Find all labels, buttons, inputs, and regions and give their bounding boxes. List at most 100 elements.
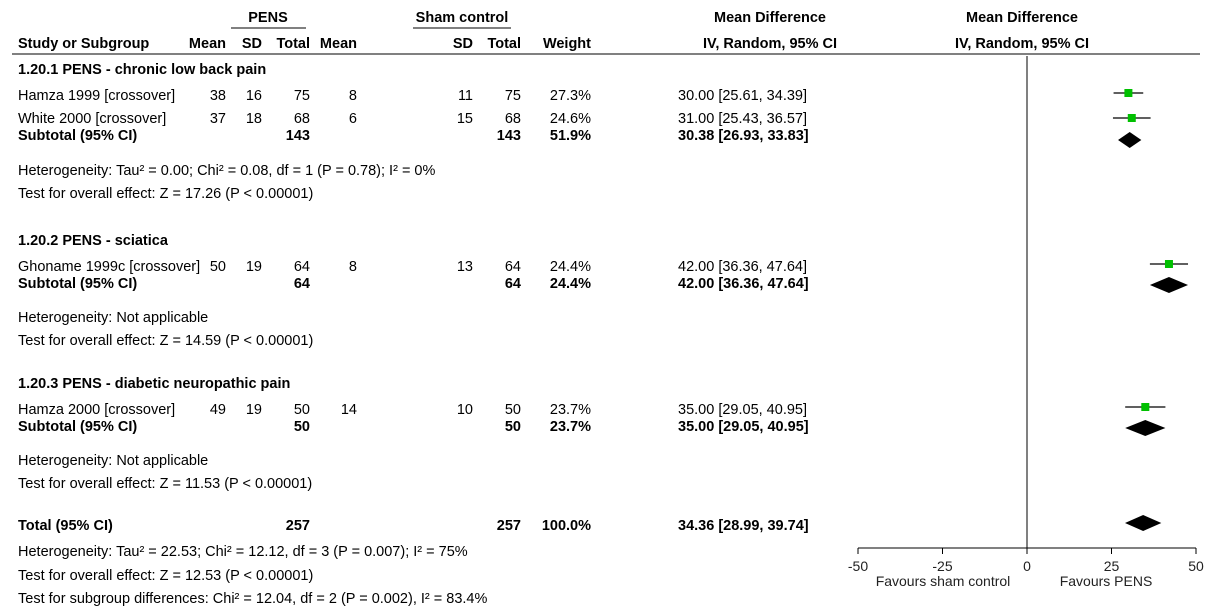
study-row: Hamza 1999 [crossover] 38 16 75 8 11 75 … xyxy=(18,88,807,104)
study-total1: 50 xyxy=(294,402,310,418)
col-mean2-header: Mean xyxy=(320,36,357,52)
subgroup-title: 1.20.2 PENS - sciatica xyxy=(18,233,169,249)
heterogeneity-text: Heterogeneity: Not applicable xyxy=(18,453,208,469)
study-ci: 35.00 [29.05, 40.95] xyxy=(678,402,807,418)
col-method-header-table: IV, Random, 95% CI xyxy=(703,36,837,52)
subtotal-total1: 143 xyxy=(286,128,310,144)
study-sd2: 11 xyxy=(458,88,473,104)
study-total2: 50 xyxy=(505,402,521,418)
study-name: Hamza 1999 [crossover] xyxy=(18,88,175,104)
overall-effect-text: Test for overall effect: Z = 17.26 (P < … xyxy=(18,186,313,202)
study-marker xyxy=(1164,260,1173,268)
study-sd1: 19 xyxy=(246,259,262,275)
subtotal-total1: 64 xyxy=(294,276,310,292)
total-row: Total (95% CI) 257 257 100.0% 34.36 [28.… xyxy=(18,518,809,534)
subtotal-row: Subtotal (95% CI) 143 143 51.9% 30.38 [2… xyxy=(18,128,809,144)
col-total1-header: Total xyxy=(276,36,310,52)
study-marker xyxy=(1141,403,1150,411)
study-total2: 75 xyxy=(505,88,521,104)
study-row: Ghoname 1999c [crossover] 50 19 64 8 13 … xyxy=(18,259,807,275)
study-total2: 64 xyxy=(505,259,521,275)
study-name: Hamza 2000 [crossover] xyxy=(18,402,175,418)
study-sd1: 19 xyxy=(246,402,262,418)
x-axis: Favours sham control Favours PENS -50 -25… xyxy=(848,547,1204,589)
study-weight: 27.3% xyxy=(550,88,591,104)
total-weight: 100.0% xyxy=(542,518,591,534)
forest-marks xyxy=(1112,89,1189,531)
study-mean1: 49 xyxy=(210,402,226,418)
study-row: Hamza 2000 [crossover] 49 19 50 14 10 50… xyxy=(18,402,807,418)
study-ci: 31.00 [25.43, 36.57] xyxy=(678,111,807,127)
col-weight-header: Weight xyxy=(543,36,591,52)
study-weight: 24.6% xyxy=(550,111,591,127)
subtotal-row: Subtotal (95% CI) 50 50 23.7% 35.00 [29.… xyxy=(18,419,809,435)
study-mean2: 14 xyxy=(341,402,357,418)
subtotal-label: Subtotal (95% CI) xyxy=(18,419,137,435)
study-name: White 2000 [crossover] xyxy=(18,111,166,127)
total-heterogeneity-text: Heterogeneity: Tau² = 22.53; Chi² = 12.1… xyxy=(18,544,468,560)
x-tick-label: -50 xyxy=(848,558,868,574)
subgroup-title: 1.20.3 PENS - diabetic neuropathic pain xyxy=(18,376,290,392)
col-method-header-plot: IV, Random, 95% CI xyxy=(955,36,1089,52)
total-total1: 257 xyxy=(286,518,310,534)
table-header: PENS Sham control Mean Difference Mean D… xyxy=(12,10,1200,55)
study-mean1: 37 xyxy=(210,111,226,127)
study-total1: 64 xyxy=(294,259,310,275)
col-total2-header: Total xyxy=(487,36,521,52)
study-marker xyxy=(1124,89,1133,97)
study-marker xyxy=(1127,114,1136,122)
col-study-header: Study or Subgroup xyxy=(18,36,149,52)
x-tick-label: 25 xyxy=(1104,558,1120,574)
study-row: White 2000 [crossover] 37 18 68 6 15 68 … xyxy=(18,111,807,127)
md-heading-plot: Mean Difference xyxy=(966,10,1078,26)
col-mean1-header: Mean xyxy=(189,36,226,52)
group2-heading: Sham control xyxy=(416,10,509,26)
col-sd1-header: SD xyxy=(242,36,262,52)
md-heading-table: Mean Difference xyxy=(714,10,826,26)
study-total2: 68 xyxy=(505,111,521,127)
study-sd2: 10 xyxy=(457,402,473,418)
study-weight: 24.4% xyxy=(550,259,591,275)
subtotal-label: Subtotal (95% CI) xyxy=(18,128,137,144)
total-ci: 34.36 [28.99, 39.74] xyxy=(678,518,809,534)
overall-diamond xyxy=(1124,515,1162,531)
favours-left-label: Favours sham control xyxy=(876,573,1011,589)
study-mean2: 6 xyxy=(349,111,357,127)
subtotal-weight: 23.7% xyxy=(550,419,591,435)
study-sd1: 16 xyxy=(246,88,262,104)
subgroup-title: 1.20.1 PENS - chronic low back pain xyxy=(18,62,266,78)
total-label: Total (95% CI) xyxy=(18,518,113,534)
subgroup-1: 1.20.1 PENS - chronic low back pain Hamz… xyxy=(18,62,809,202)
x-tick-label: 50 xyxy=(1188,558,1204,574)
heterogeneity-text: Heterogeneity: Tau² = 0.00; Chi² = 0.08,… xyxy=(18,163,435,179)
x-tick-label: -25 xyxy=(932,558,952,574)
x-tick-label: 0 xyxy=(1023,558,1031,574)
col-sd2-header: SD xyxy=(453,36,473,52)
heterogeneity-text: Heterogeneity: Not applicable xyxy=(18,310,208,326)
study-mean1: 50 xyxy=(210,259,226,275)
study-mean2: 8 xyxy=(349,88,357,104)
study-total1: 75 xyxy=(294,88,310,104)
study-ci: 30.00 [25.61, 34.39] xyxy=(678,88,807,104)
overall-effect-text: Test for overall effect: Z = 14.59 (P < … xyxy=(18,333,313,349)
subtotal-total2: 143 xyxy=(497,128,521,144)
subtotal-weight: 24.4% xyxy=(550,276,591,292)
subtotal-total2: 50 xyxy=(505,419,521,435)
subgroup-2: 1.20.2 PENS - sciatica Ghoname 1999c [cr… xyxy=(18,233,809,349)
subtotal-row: Subtotal (95% CI) 64 64 24.4% 42.00 [36.… xyxy=(18,276,809,292)
total-section: Total (95% CI) 257 257 100.0% 34.36 [28.… xyxy=(18,518,809,607)
subtotal-diamond xyxy=(1125,420,1166,436)
subtotal-ci: 35.00 [29.05, 40.95] xyxy=(678,419,809,435)
study-mean2: 8 xyxy=(349,259,357,275)
subtotal-ci: 30.38 [26.93, 33.83] xyxy=(678,128,809,144)
subtotal-diamond xyxy=(1118,132,1142,148)
study-sd1: 18 xyxy=(246,111,262,127)
study-mean1: 38 xyxy=(210,88,226,104)
study-total1: 68 xyxy=(294,111,310,127)
subgroup-3: 1.20.3 PENS - diabetic neuropathic pain … xyxy=(18,376,809,492)
study-sd2: 15 xyxy=(457,111,473,127)
subgroup-differences-text: Test for subgroup differences: Chi² = 12… xyxy=(18,591,487,607)
favours-right-label: Favours PENS xyxy=(1060,573,1153,589)
study-weight: 23.7% xyxy=(550,402,591,418)
